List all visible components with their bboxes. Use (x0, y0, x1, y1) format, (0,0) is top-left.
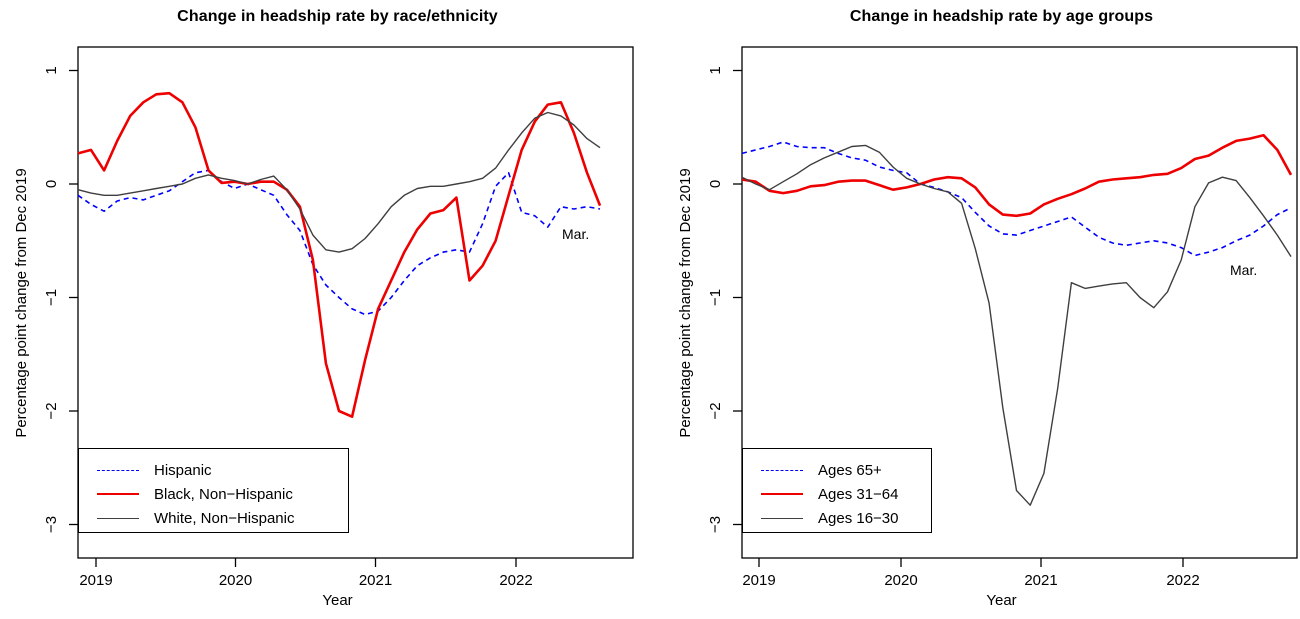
svg-text:2019: 2019 (79, 572, 112, 589)
legend-item-white-non-hispanic: White, Non−Hispanic (79, 506, 348, 530)
legend-item-black-non-hispanic: Black, Non−Hispanic (79, 482, 348, 506)
svg-text:−3: −3 (707, 516, 724, 533)
svg-text:−2: −2 (43, 402, 60, 419)
chart-title: Change in headship rate by age groups (849, 8, 1154, 25)
legend-label: Ages 16−30 (818, 509, 899, 527)
legend-label: Hispanic (154, 461, 212, 479)
svg-text:1: 1 (43, 66, 60, 74)
legend-label: White, Non−Hispanic (154, 509, 295, 527)
chart-panel-age-groups: Change in headship rate by age groups Pe… (664, 0, 1300, 619)
svg-text:2022: 2022 (1166, 572, 1199, 589)
legend-item-ages-65plus: Ages 65+ (743, 458, 931, 482)
svg-text:−1: −1 (43, 289, 60, 306)
white-non-hispanic-line-sample (97, 517, 139, 519)
ages-16-30-line-sample (761, 517, 803, 519)
legend-item-hispanic: Hispanic (79, 458, 348, 482)
chart-panel-race-ethnicity: Change in headship rate by race/ethnicit… (0, 0, 636, 619)
legend-item-ages-31-64: Ages 31−64 (743, 482, 931, 506)
svg-text:−2: −2 (707, 402, 724, 419)
chart-title: Change in headship rate by race/ethnicit… (177, 8, 498, 25)
svg-text:0: 0 (43, 180, 60, 188)
legend-label: Ages 65+ (818, 461, 882, 479)
legend-label: Black, Non−Hispanic (154, 485, 293, 503)
svg-text:2022: 2022 (499, 572, 532, 589)
svg-text:1: 1 (707, 66, 724, 74)
ages-65plus-line-sample (761, 469, 803, 471)
x-axis-label: Year (986, 592, 1017, 609)
ages-31-64-line-sample (761, 493, 803, 495)
legend-label: Ages 31−64 (818, 485, 899, 503)
legend-race-ethnicity: Hispanic Black, Non−Hispanic White, Non−… (78, 448, 349, 533)
x-axis-label: Year (322, 592, 353, 609)
hispanic-line-sample (97, 469, 139, 471)
svg-text:2019: 2019 (742, 572, 775, 589)
svg-text:2021: 2021 (1024, 572, 1057, 589)
march-annotation: Mar. (1230, 262, 1258, 278)
svg-text:2020: 2020 (884, 572, 917, 589)
svg-text:−1: −1 (707, 289, 724, 306)
march-annotation: Mar. (562, 226, 590, 242)
svg-text:0: 0 (707, 180, 724, 188)
plot-area-race-ethnicity: 1 0 −1 −2 −3 2019 2020 2021 2022 (43, 46, 634, 589)
svg-text:−3: −3 (43, 516, 60, 533)
legend-age-groups: Ages 65+ Ages 31−64 Ages 16−30 (742, 448, 932, 533)
black-non-hispanic-line-sample (97, 493, 139, 495)
svg-text:2020: 2020 (219, 572, 252, 589)
svg-text:2021: 2021 (359, 572, 392, 589)
plot-area-age-groups: 1 0 −1 −2 −3 2019 2020 2021 2022 (707, 46, 1298, 589)
legend-item-ages-16-30: Ages 16−30 (743, 506, 931, 530)
